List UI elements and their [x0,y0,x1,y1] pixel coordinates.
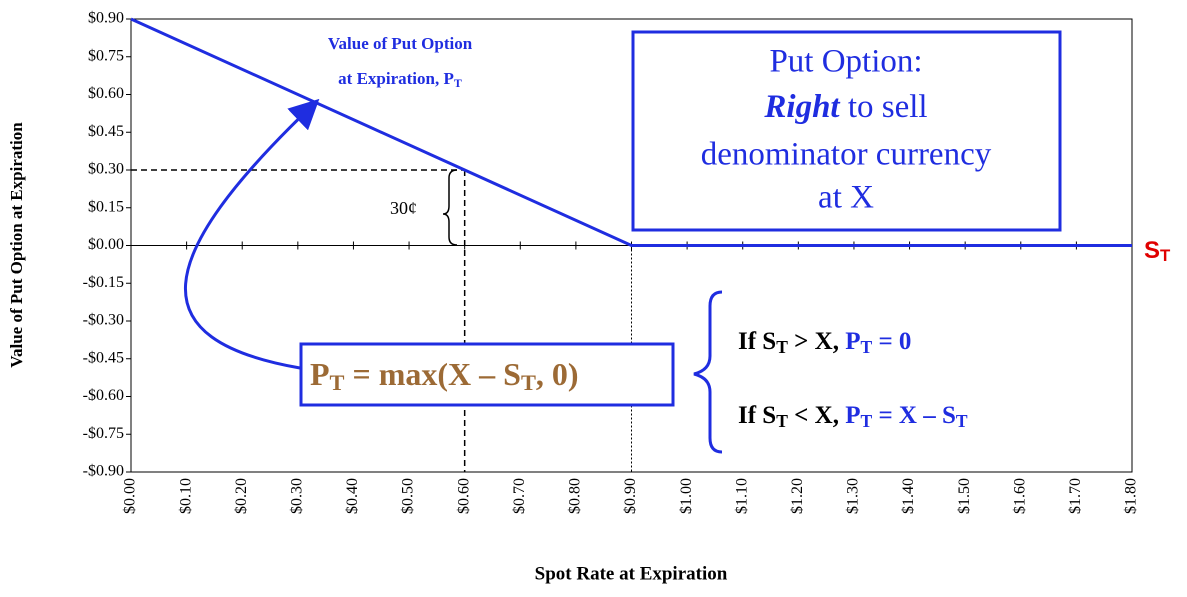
y-tick-label: $0.75 [88,47,124,64]
brace [442,169,458,246]
x-tick-label: $1.00 [678,478,695,514]
x-tick-label: $0.90 [622,478,639,514]
x-tick-label: $1.70 [1067,478,1084,514]
x-tick-label: $1.60 [1011,478,1028,514]
x-tick-label: $0.70 [511,478,528,514]
definition-text: at X [818,180,874,216]
line-label: at Expiration, PT [338,69,462,90]
x-tick-label: $0.80 [567,478,584,514]
x-tick-label: $0.20 [233,478,250,514]
premium-label: 30¢ [390,198,417,218]
y-tick-label: $0.60 [88,85,124,102]
x-tick-label: $0.10 [177,478,194,514]
x-axis-title: Spot Rate at Expiration [535,563,728,584]
y-tick-label: -$0.75 [83,425,124,442]
definition-text: Put Option: [769,44,922,80]
y-tick-label: $0.90 [88,10,124,27]
x-tick-label: $1.10 [733,478,750,514]
payoff-line [130,17,1132,247]
x-tick-label: $0.30 [289,478,306,514]
x-tick-label: $1.50 [956,478,973,514]
x-tick-label: $1.40 [900,478,917,514]
axis-symbol: ST [1144,237,1171,265]
x-tick-label: $0.60 [455,478,472,514]
x-tick-label: $1.30 [845,478,862,514]
line-label: Value of Put Option [328,34,473,53]
brace [693,290,723,454]
y-tick-label: -$0.60 [83,387,124,404]
y-tick-label: $0.45 [88,123,124,140]
x-tick-label: $0.50 [400,478,417,514]
definition-text: denominator currency [701,137,992,173]
x-tick-label: $0.00 [122,478,139,514]
definition-box [631,30,1062,232]
y-tick-label: -$0.15 [83,274,124,291]
definition-text: Right to sell [763,89,927,125]
y-tick-label: -$0.45 [83,349,124,366]
y-tick-label: $0.30 [88,161,124,178]
formula-box [299,342,675,407]
y-tick-label: -$0.90 [83,463,124,480]
y-tick-label: -$0.30 [83,312,124,329]
y-tick-label: $0.00 [88,236,124,253]
y-tick-label: $0.15 [88,198,124,215]
x-tick-label: $1.80 [1123,478,1140,514]
case: If ST > X, PT = 0 [738,328,911,357]
formula: PT = max(X – ST, 0) [310,356,579,395]
case: If ST < X, PT = X – ST [738,402,968,431]
x-tick-label: $1.20 [789,478,806,514]
arrow [184,98,320,370]
y-axis-title: Value of Put Option at Expiration [7,122,26,368]
x-tick-label: $0.40 [344,478,361,514]
